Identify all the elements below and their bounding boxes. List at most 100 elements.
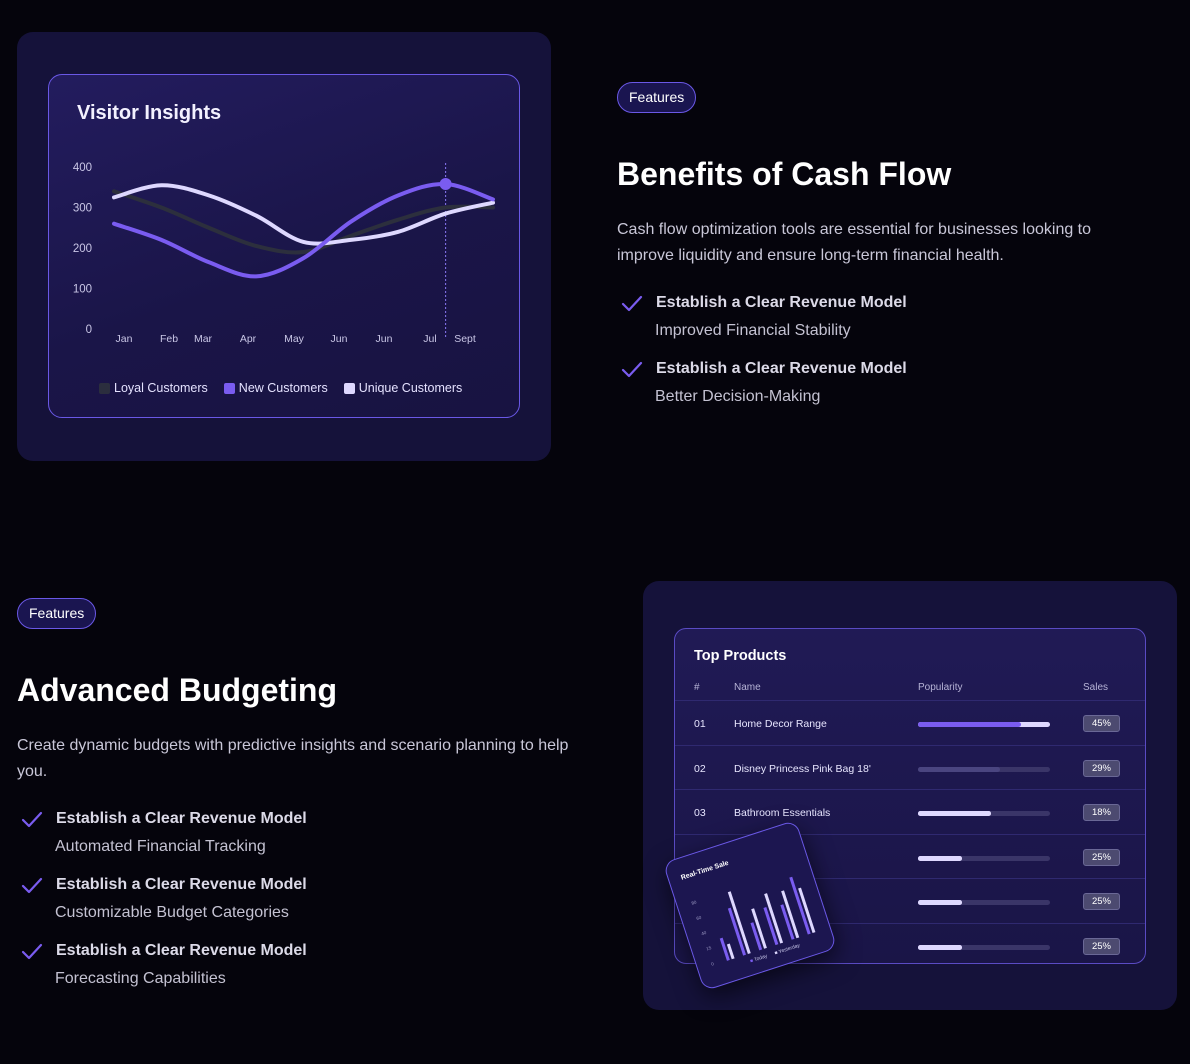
chart-title: Visitor Insights (77, 102, 222, 124)
legend-label: Loyal Customers (114, 381, 208, 395)
x-tick-label: Jun (331, 333, 348, 345)
section-title: Benefits of Cash Flow (617, 156, 952, 192)
popularity-bar (918, 722, 1050, 727)
feature-subtitle: Automated Financial Tracking (55, 838, 266, 855)
legend-swatch (343, 382, 355, 394)
product-name: Home Decor Range (734, 718, 827, 730)
y-tick-label: 300 (73, 203, 92, 215)
check-icon (21, 877, 43, 894)
x-tick-label: May (284, 333, 305, 345)
top-products-card: Top Products # Name Popularity Sales 01 H… (674, 628, 1146, 964)
y-tick-label: 0 (86, 324, 92, 336)
section-title: Advanced Budgeting (17, 672, 338, 708)
row-number: 01 (694, 718, 706, 730)
sales-badge: 18% (1083, 804, 1120, 821)
row-number: 03 (694, 807, 706, 819)
sales-badge: 25% (1083, 848, 1120, 866)
feature-item: Establish a Clear Revenue Model Better D… (620, 360, 1040, 410)
x-tick-label: Jan (116, 333, 133, 345)
feature-subtitle: Customizable Budget Categories (55, 904, 289, 921)
product-name: Disney Princess Pink Bag 18' (734, 762, 871, 775)
visitor-insights-card: Visitor Insights 0 100 200 300 400 Jan Feb Mar A… (48, 74, 520, 418)
legend-item[interactable]: New Customers (223, 381, 328, 395)
mini-bar-today (789, 876, 811, 935)
legend-label: New Customers (238, 381, 328, 395)
mini-bar-yesterday (764, 893, 784, 944)
feature-title: Establish a Clear Revenue Model (56, 810, 307, 827)
mini-bar-yesterday (727, 891, 751, 955)
mini-y-tick: 15 (706, 945, 713, 951)
mini-bar-yesterday (781, 890, 800, 939)
section-description: Create dynamic budgets with predictive i… (17, 737, 569, 780)
product-name: Bathroom Essentials (734, 807, 831, 819)
sales-badge: 29% (1083, 759, 1120, 777)
highlight-point[interactable] (439, 178, 452, 191)
features-badge: Features (617, 82, 697, 113)
table-row[interactable]: 02 Disney Princess Pink Bag 18' 29% (675, 744, 1145, 790)
check-icon (21, 943, 43, 960)
feature-item: Establish a Clear Revenue Model Automate… (20, 810, 440, 860)
feature-title: Establish a Clear Revenue Model (56, 876, 307, 893)
mini-bar-yesterday (798, 887, 816, 934)
top-products-title: Top Products (694, 648, 787, 664)
sales-badge: 25% (1083, 937, 1120, 955)
y-tick-label: 400 (73, 162, 92, 174)
table-row[interactable]: s25% (675, 922, 1145, 964)
feature-title: Establish a Clear Revenue Model (656, 294, 907, 311)
y-tick-label: 100 (73, 284, 92, 296)
mini-bar-today (727, 907, 746, 956)
check-icon (21, 811, 43, 828)
popularity-fill (918, 944, 962, 950)
popularity-fill (918, 811, 991, 816)
feature-item: Establish a Clear Revenue Model Customiz… (20, 876, 440, 926)
popularity-bar (918, 766, 1050, 772)
series-line-unique-customers (112, 183, 495, 246)
legend-swatch (223, 382, 235, 394)
features-badge: Features (17, 598, 97, 629)
legend-item[interactable]: Unique Customers (343, 381, 463, 395)
popularity-bar (918, 900, 1050, 905)
chart-legend: Loyal Customers New Customers Unique Custo… (99, 381, 462, 395)
feature-title: Establish a Clear Revenue Model (656, 360, 907, 377)
column-header: Popularity (918, 682, 963, 693)
legend-label: Unique Customers (358, 381, 463, 395)
popularity-fill-secondary (918, 766, 1000, 772)
sales-badge: 25% (1083, 893, 1120, 910)
mini-y-tick: 80 (691, 899, 698, 905)
series-line-new-customers (112, 182, 495, 279)
table-row[interactable]: 03 Bathroom Essentials 18% (675, 789, 1145, 834)
x-tick-label: Sept (454, 333, 476, 345)
popularity-bar (918, 944, 1050, 950)
visitor-insights-panel: Visitor Insights 0 100 200 300 400 Jan Feb Mar A… (17, 32, 551, 461)
x-tick-label: Feb (160, 333, 178, 345)
real-time-sale-card: Real-Time Sale 0 15 40 60 80 ■ Today ■ Yeste… (662, 819, 838, 992)
sales-badge: 45% (1083, 715, 1120, 732)
feature-subtitle: Forecasting Capabilities (55, 970, 226, 987)
popularity-fill (918, 900, 962, 905)
table-row[interactable]: 01 Home Decor Range 45% (675, 700, 1145, 745)
mini-bar-chart: 0 15 40 60 80 (691, 876, 816, 967)
check-icon (621, 295, 643, 312)
x-tick-label: Jul (423, 333, 436, 345)
feature-title: Establish a Clear Revenue Model (56, 942, 307, 959)
popularity-fill (918, 722, 1021, 727)
mini-bar-today (763, 907, 779, 946)
legend-item[interactable]: Loyal Customers (99, 381, 208, 395)
feature-item: Establish a Clear Revenue Model Improved… (620, 294, 1040, 344)
table-row[interactable]: tches25% (675, 833, 1145, 879)
feature-item: Establish a Clear Revenue Model Forecast… (20, 942, 440, 992)
column-header: Name (734, 682, 761, 693)
row-number: 02 (694, 762, 706, 775)
mini-bar-yesterday (751, 908, 767, 949)
mini-y-tick: 60 (696, 915, 703, 921)
mini-y-tick: 0 (711, 961, 715, 967)
popularity-fill (918, 855, 962, 861)
feature-subtitle: Improved Financial Stability (655, 322, 851, 339)
x-tick-label: Apr (240, 333, 257, 345)
feature-subtitle: Better Decision-Making (655, 388, 821, 405)
column-header: # (694, 682, 700, 693)
x-tick-label: Jun (376, 333, 393, 345)
popularity-bar (918, 855, 1050, 861)
mini-y-tick: 40 (701, 930, 708, 936)
y-tick-label: 200 (73, 243, 92, 255)
